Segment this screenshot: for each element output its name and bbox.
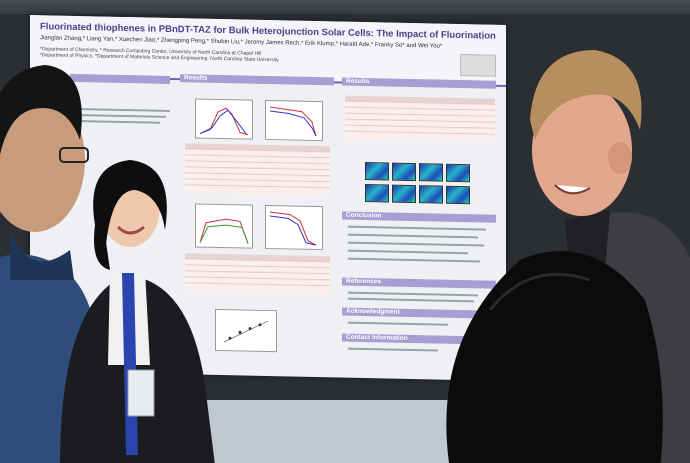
- afm-image: [392, 162, 416, 182]
- conclusion-header: Conclusion: [342, 211, 496, 223]
- research-poster: Fluorinated thiophenes in PBnDT-TAZ for …: [30, 15, 506, 381]
- person-foreground-bottom: [430, 240, 670, 463]
- contact-line: [348, 347, 438, 352]
- afm-image: [419, 185, 443, 204]
- conclusion-text-line: [348, 233, 478, 239]
- absorption-plot: [195, 98, 253, 140]
- current-plot: [265, 204, 323, 251]
- results-table-3: [345, 95, 495, 143]
- conclusion-text-line: [348, 225, 486, 231]
- afm-image: [365, 162, 389, 181]
- afm-image: [365, 184, 389, 203]
- jv-plot: [265, 99, 323, 142]
- afm-image: [446, 163, 470, 183]
- afm-image: [446, 185, 470, 205]
- scatter-plot: [215, 308, 277, 353]
- poster-affiliations: *Department of Chemistry, * Research Com…: [40, 46, 500, 68]
- afm-image: [392, 184, 416, 204]
- university-logo: [460, 54, 496, 77]
- afm-image: [419, 163, 443, 182]
- eqe-plot: [195, 203, 253, 249]
- person-presenter-woman: [50, 155, 220, 463]
